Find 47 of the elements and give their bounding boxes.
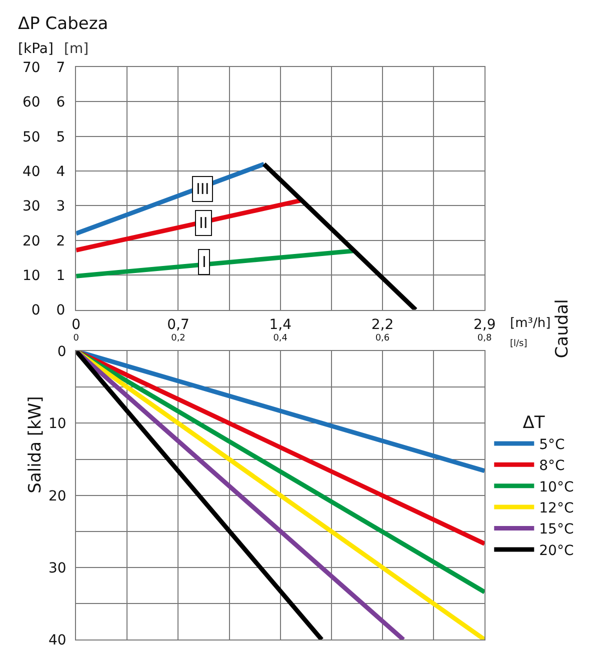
y-axis-title: Salida [kW] — [26, 396, 46, 494]
legend-label: 5°C — [539, 436, 566, 453]
annotation: II — [199, 214, 208, 232]
legend-label: 12°C — [539, 500, 574, 517]
annotation: I — [202, 253, 206, 271]
x2-tick-label: 2,2 — [371, 316, 394, 333]
chart-title: ΔP Cabeza — [18, 14, 108, 34]
text: Caudal — [552, 299, 572, 358]
y-tick-label: 20 — [22, 233, 40, 250]
x-tick-label: 0 — [73, 334, 80, 344]
x-tick-label: 0,8 — [477, 334, 492, 344]
x-tick-label: 0,6 — [375, 334, 390, 344]
y-tick-label: 0 — [57, 344, 66, 360]
y-tick-label: 10 — [22, 268, 40, 284]
x2-axis-title: [m³/h] — [510, 316, 551, 331]
y-axis-title: [kPa] — [18, 41, 54, 57]
annotation: III — [196, 180, 210, 198]
y-tick-label: 50 — [22, 129, 40, 146]
y2-tick-label: 3 — [56, 198, 66, 215]
y2-tick-label: 4 — [56, 164, 66, 180]
x-axis-title: [l/s] — [510, 339, 528, 349]
y2-tick-label: 1 — [56, 268, 66, 284]
x2-tick-label: 2,9 — [473, 316, 496, 333]
legend-label: 10°C — [539, 479, 574, 496]
y-tick-label: 60 — [22, 94, 40, 111]
y-tick-label: 20 — [48, 488, 66, 504]
y2-tick-label: 2 — [56, 233, 66, 250]
y-tick-label: 0 — [31, 302, 40, 319]
x2-tick-label: 0 — [72, 316, 81, 333]
y2-tick-label: 7 — [56, 60, 66, 76]
y2-axis-title: [m] — [64, 41, 89, 57]
legend-label: 20°C — [539, 542, 574, 559]
y2-tick-label: 6 — [56, 94, 66, 111]
y-tick-label: 30 — [48, 560, 66, 576]
legend-label: 8°C — [539, 458, 566, 474]
y-tick-label: 40 — [48, 632, 66, 649]
legend-title: ΔT — [522, 412, 546, 433]
x-tick-label: 0,4 — [273, 334, 288, 344]
x2-tick-label: 0,7 — [167, 316, 190, 333]
x-tick-label: 0,2 — [171, 334, 186, 344]
y-tick-label: 40 — [22, 164, 40, 180]
x2-tick-label: 1,4 — [269, 316, 292, 333]
y2-tick-label: 5 — [56, 129, 66, 146]
y-tick-label: 70 — [22, 60, 40, 76]
y-tick-label: 30 — [22, 198, 40, 215]
legend-label: 15°C — [539, 522, 574, 538]
y-tick-label: 10 — [48, 416, 66, 432]
